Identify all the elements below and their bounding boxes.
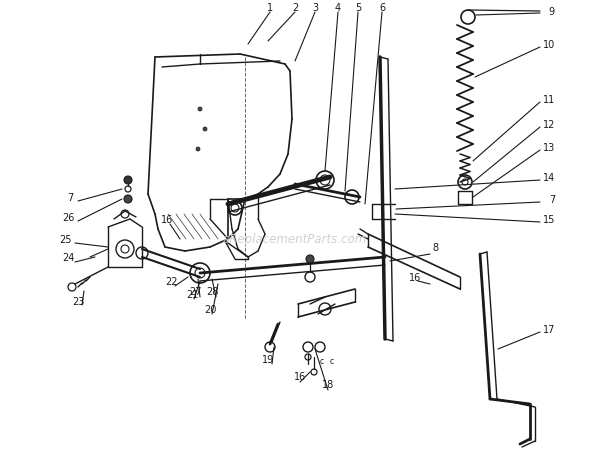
Circle shape [124, 177, 132, 185]
Text: 14: 14 [543, 173, 555, 183]
Text: 2: 2 [292, 3, 298, 13]
Text: 3: 3 [312, 3, 318, 13]
Text: c: c [320, 357, 324, 366]
Text: 28: 28 [206, 286, 218, 297]
Text: 6: 6 [379, 3, 385, 13]
Text: 7: 7 [549, 195, 555, 205]
Circle shape [124, 196, 132, 203]
Text: 18: 18 [322, 379, 334, 389]
Text: aReplacementParts.com: aReplacementParts.com [223, 233, 367, 246]
Text: 8: 8 [432, 242, 438, 252]
Circle shape [198, 108, 202, 112]
Text: 1: 1 [267, 3, 273, 13]
Text: 24: 24 [62, 252, 74, 263]
Text: 7: 7 [67, 193, 73, 202]
Text: 17: 17 [543, 325, 555, 334]
Text: 12: 12 [543, 120, 555, 130]
Circle shape [203, 128, 207, 132]
Text: 10: 10 [543, 40, 555, 50]
Text: 15: 15 [543, 214, 555, 224]
Circle shape [306, 256, 314, 263]
Text: 16: 16 [161, 214, 173, 224]
Text: 21: 21 [186, 289, 198, 299]
Text: 4: 4 [335, 3, 341, 13]
Text: 27: 27 [189, 286, 201, 297]
Text: 13: 13 [543, 143, 555, 153]
Text: 16: 16 [409, 272, 421, 282]
Text: 16: 16 [294, 371, 306, 381]
Text: 26: 26 [62, 213, 74, 223]
Text: 11: 11 [543, 95, 555, 105]
Text: 19: 19 [262, 354, 274, 364]
Circle shape [196, 148, 200, 151]
Text: c: c [330, 357, 334, 366]
Text: 9: 9 [549, 7, 555, 17]
Text: 23: 23 [72, 297, 84, 306]
Text: 20: 20 [204, 304, 216, 314]
Text: 22: 22 [166, 276, 178, 286]
Text: 25: 25 [59, 235, 71, 245]
Text: 5: 5 [355, 3, 361, 13]
